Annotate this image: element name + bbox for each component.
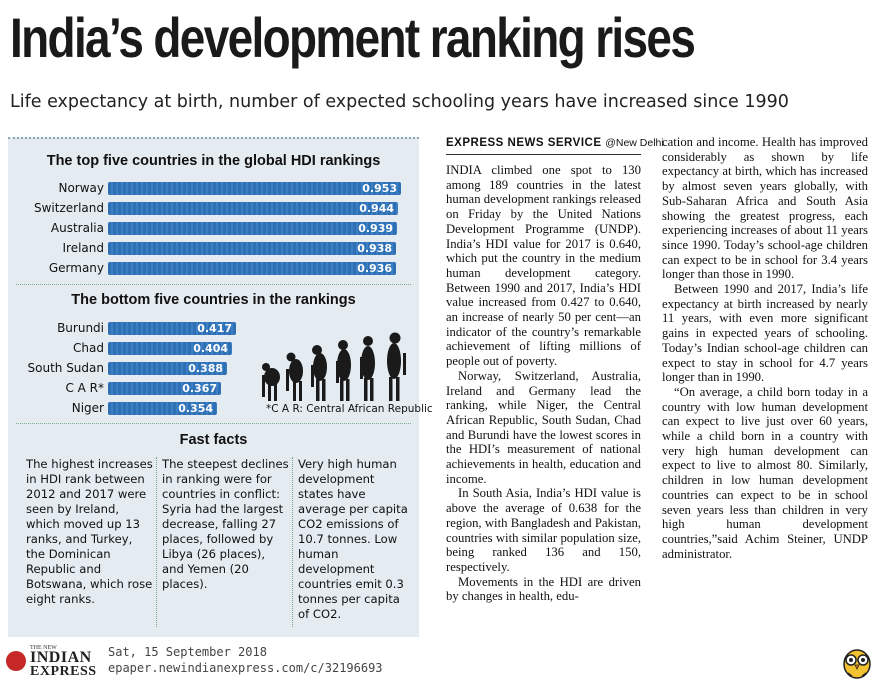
bar-category-label: Ireland xyxy=(62,241,104,255)
bar-category-label: Norway xyxy=(58,181,104,195)
bar-value-label: 0.944 xyxy=(359,202,394,215)
fast-fact-3: Very high human development states have … xyxy=(298,457,408,621)
logo-line-2: EXPRESS xyxy=(30,664,97,679)
chart-footnote: *C A R: Central African Republic xyxy=(266,403,433,415)
bar: 0.944 xyxy=(108,202,398,215)
bar-row: South Sudan 0.388 xyxy=(8,359,419,377)
edition-date: Sat, 15 September 2018 xyxy=(108,645,267,659)
bar-row: Burundi 0.417 xyxy=(8,319,419,337)
bar-value-label: 0.938 xyxy=(357,242,392,255)
newspaper-logo: THE NEW INDIAN EXPRESS xyxy=(6,645,102,679)
bar-row: Chad 0.404 xyxy=(8,339,419,357)
bar-category-label: Australia xyxy=(50,221,104,235)
bar-row: Niger 0.354 xyxy=(8,399,419,417)
divider xyxy=(16,423,411,424)
article-paragraph: INDIA climbed one spot to 130 among 189 … xyxy=(446,163,641,369)
bar: 0.936 xyxy=(108,262,396,275)
bar-row: Ireland 0.938 xyxy=(8,239,419,257)
headline: India’s development ranking rises xyxy=(10,6,696,69)
bar-category-label: Niger xyxy=(71,401,104,415)
fast-fact-2: The steepest declines in ranking were fo… xyxy=(162,457,289,591)
bar: 0.417 xyxy=(108,322,236,335)
divider xyxy=(156,457,157,627)
bar-row: Australia 0.939 xyxy=(8,219,419,237)
bar-category-label: Switzerland xyxy=(34,201,104,215)
article-paragraph: Between 1990 and 2017, India’s life expe… xyxy=(662,282,868,385)
bar-category-label: Burundi xyxy=(57,321,104,335)
bar: 0.388 xyxy=(108,362,227,375)
bar-category-label: C A R* xyxy=(65,381,104,395)
article-paragraph: cation and income. Health has improved c… xyxy=(662,135,868,282)
byline: EXPRESS NEWS SERVICE @New Delhi xyxy=(446,137,664,149)
epaper-link[interactable]: epaper.newindianexpress.com/c/32196693 xyxy=(108,661,383,675)
logo-mark-icon xyxy=(6,651,26,671)
article-column-1: INDIA climbed one spot to 130 among 189 … xyxy=(446,163,641,604)
article-paragraph: Norway, Switzerland, Australia, Ireland … xyxy=(446,368,641,486)
fast-fact-1: The highest increases in HDI rank betwee… xyxy=(26,457,153,606)
bar-value-label: 0.404 xyxy=(193,342,228,355)
top-five-title: The top five countries in the global HDI… xyxy=(46,153,381,169)
divider xyxy=(446,154,641,155)
byline-location: @New Delhi xyxy=(605,137,664,149)
article-paragraph: “On average, a child born today in a cou… xyxy=(662,384,868,561)
infographic-panel: The top five countries in the global HDI… xyxy=(8,137,433,637)
bar: 0.354 xyxy=(108,402,217,415)
bar: 0.939 xyxy=(108,222,397,235)
bar-value-label: 0.388 xyxy=(188,362,223,375)
subhead: Life expectancy at birth, number of expe… xyxy=(10,92,789,112)
bar-category-label: Chad xyxy=(73,341,104,355)
bar-value-label: 0.936 xyxy=(357,262,392,275)
bar-value-label: 0.939 xyxy=(358,222,393,235)
owl-icon xyxy=(843,649,871,679)
logo-line-1: INDIAN xyxy=(30,649,92,666)
bar: 0.938 xyxy=(108,242,396,255)
article-paragraph: In South Asia, India’s HDI value is abov… xyxy=(446,486,641,574)
bar: 0.404 xyxy=(108,342,232,355)
bar-category-label: Germany xyxy=(48,261,104,275)
bar-row: Norway 0.953 xyxy=(8,179,419,197)
divider xyxy=(292,457,293,627)
bar-category-label: South Sudan xyxy=(27,361,105,375)
bar-value-label: 0.953 xyxy=(362,182,397,195)
bar-value-label: 0.354 xyxy=(178,402,213,415)
bar: 0.367 xyxy=(108,382,221,395)
article-paragraph: Movements in the HDI are driven by chang… xyxy=(446,574,641,604)
article-column-2: cation and income. Health has improved c… xyxy=(662,135,868,561)
bottom-five-title: The bottom five countries in the ranking… xyxy=(71,292,356,308)
bar-value-label: 0.417 xyxy=(197,322,232,335)
bar-row: Switzerland 0.944 xyxy=(8,199,419,217)
bar-row: C A R* 0.367 xyxy=(8,379,419,397)
divider xyxy=(16,284,411,285)
bar-row: Germany 0.936 xyxy=(8,259,419,277)
byline-agency: EXPRESS NEWS SERVICE xyxy=(446,137,602,149)
bar: 0.953 xyxy=(108,182,401,195)
logo-small: THE NEW xyxy=(30,645,57,651)
evolution-illustration-icon xyxy=(262,332,406,401)
fast-facts-title: Fast facts xyxy=(179,432,248,448)
bar-value-label: 0.367 xyxy=(182,382,217,395)
